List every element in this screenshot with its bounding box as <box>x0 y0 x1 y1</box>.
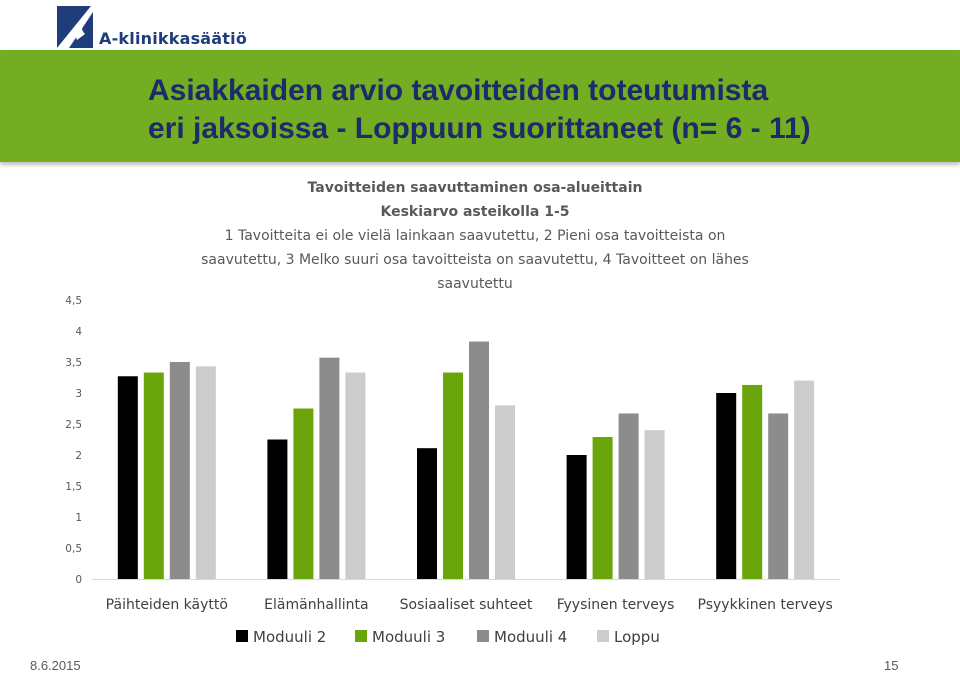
bar-moduuli-3 <box>443 372 463 579</box>
legend-swatch <box>236 630 248 642</box>
bar-moduuli-3 <box>592 437 613 579</box>
bar-moduuli-4 <box>169 362 190 579</box>
bar-moduuli-4 <box>768 413 789 579</box>
bar-loppu <box>345 372 366 579</box>
logo: A-klinikkasäätiö <box>55 4 247 48</box>
y-tick-label: 4 <box>75 326 82 338</box>
legend-label: Moduuli 4 <box>494 628 567 646</box>
title-banner: Asiakkaiden arvio tavoitteiden toteutumi… <box>0 50 960 162</box>
logo-text: A-klinikkasäätiö <box>99 29 248 48</box>
bar-moduuli-3 <box>742 384 763 579</box>
y-tick-label: 2,5 <box>65 419 82 431</box>
legend-label: Moduuli 2 <box>253 628 326 646</box>
x-category-label: Psyykkinen terveys <box>698 597 833 613</box>
chart-title-block: Tavoitteiden saavuttaminen osa-alueittai… <box>175 176 775 296</box>
bar-moduuli-3 <box>293 408 314 579</box>
bar-moduuli-4 <box>469 341 489 579</box>
bar-moduuli-4 <box>618 413 639 579</box>
legend-swatch <box>597 630 609 642</box>
bar-moduuli-2 <box>566 455 587 579</box>
bar-moduuli-3 <box>143 372 164 579</box>
legend-swatch <box>477 630 489 642</box>
y-tick-label: 3,5 <box>65 357 82 369</box>
slide-title-line-2: eri jaksoissa - Loppuun suorittaneet (n=… <box>148 112 811 145</box>
bar-moduuli-2 <box>716 393 737 579</box>
x-category-label: Elämänhallinta <box>264 597 368 613</box>
legend-label: Loppu <box>614 628 660 646</box>
y-tick-label: 2 <box>75 450 82 462</box>
bar-loppu <box>794 380 815 579</box>
bar-moduuli-2 <box>417 448 437 579</box>
chart-title: Tavoitteiden saavuttaminen osa-alueittai… <box>307 180 643 196</box>
y-tick-label: 1,5 <box>65 481 82 493</box>
y-tick-label: 4,5 <box>65 295 82 307</box>
y-tick-label: 0 <box>75 574 82 586</box>
logo-mark-icon <box>57 6 93 48</box>
legend-swatch <box>355 630 367 642</box>
slide-title-line-1: Asiakkaiden arvio tavoitteiden toteutumi… <box>148 74 769 107</box>
x-category-label: Sosiaaliset suhteet <box>400 597 533 613</box>
bar-moduuli-2 <box>267 439 288 579</box>
y-tick-label: 3 <box>75 388 82 400</box>
y-tick-label: 0,5 <box>65 543 82 555</box>
bar-loppu <box>495 405 515 579</box>
y-tick-label: 1 <box>75 512 82 524</box>
chart-description-line-1: 1 Tavoitteita ei ole vielä lainkaan saav… <box>224 228 726 244</box>
x-category-label: Fyysinen terveys <box>557 597 675 613</box>
bar-loppu <box>195 366 216 579</box>
chart-subtitle: Keskiarvo asteikolla 1-5 <box>380 204 570 220</box>
slide-date: 8.6.2015 <box>30 658 81 673</box>
bar-moduuli-4 <box>319 357 340 579</box>
bar-moduuli-2 <box>117 376 138 579</box>
chart-description-line-2: saavutettu, 3 Melko suuri osa tavoitteis… <box>201 252 749 268</box>
legend-label: Moduuli 3 <box>372 628 445 646</box>
x-category-label: Päihteiden käyttö <box>106 597 228 613</box>
slide-page-number: 15 <box>884 658 899 673</box>
bar-loppu <box>644 430 665 579</box>
chart-description-line-3: saavutettu <box>437 276 513 292</box>
